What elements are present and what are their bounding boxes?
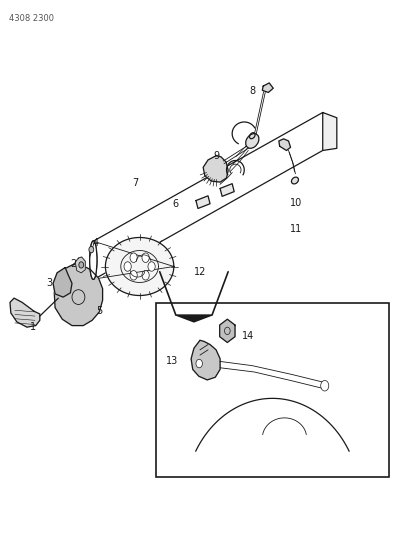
Text: 3: 3 — [46, 278, 52, 288]
Text: 7: 7 — [133, 178, 139, 188]
Polygon shape — [279, 139, 290, 150]
Polygon shape — [220, 184, 234, 196]
Text: 4: 4 — [92, 238, 98, 248]
Polygon shape — [203, 156, 228, 182]
Circle shape — [142, 253, 149, 262]
Text: 10: 10 — [290, 198, 303, 208]
Polygon shape — [10, 298, 40, 327]
Circle shape — [124, 262, 131, 271]
Circle shape — [148, 262, 155, 271]
Circle shape — [130, 271, 137, 280]
Text: 5: 5 — [96, 306, 102, 316]
Text: 12: 12 — [194, 267, 206, 277]
Bar — [156, 303, 389, 478]
Text: 4308 2300: 4308 2300 — [9, 14, 54, 23]
Ellipse shape — [89, 246, 94, 253]
Text: 13: 13 — [166, 357, 178, 367]
Ellipse shape — [246, 134, 259, 148]
Polygon shape — [191, 341, 220, 380]
Polygon shape — [53, 268, 72, 297]
Polygon shape — [196, 196, 210, 208]
Text: 11: 11 — [290, 223, 303, 233]
Polygon shape — [176, 315, 212, 322]
Ellipse shape — [90, 241, 97, 279]
Ellipse shape — [79, 262, 84, 268]
Text: 1: 1 — [30, 322, 36, 332]
Polygon shape — [54, 264, 102, 326]
Circle shape — [321, 381, 329, 391]
Ellipse shape — [291, 177, 299, 184]
Text: 6: 6 — [173, 199, 179, 209]
Polygon shape — [75, 257, 85, 273]
Text: 14: 14 — [242, 331, 255, 341]
Polygon shape — [262, 83, 273, 92]
Polygon shape — [323, 112, 337, 150]
Circle shape — [142, 271, 149, 280]
Polygon shape — [105, 238, 174, 295]
Circle shape — [130, 253, 137, 262]
Polygon shape — [220, 319, 235, 342]
Text: 8: 8 — [249, 86, 255, 96]
Text: 9: 9 — [213, 151, 219, 161]
Circle shape — [196, 359, 202, 368]
Text: 2: 2 — [70, 259, 76, 269]
Ellipse shape — [90, 241, 97, 279]
